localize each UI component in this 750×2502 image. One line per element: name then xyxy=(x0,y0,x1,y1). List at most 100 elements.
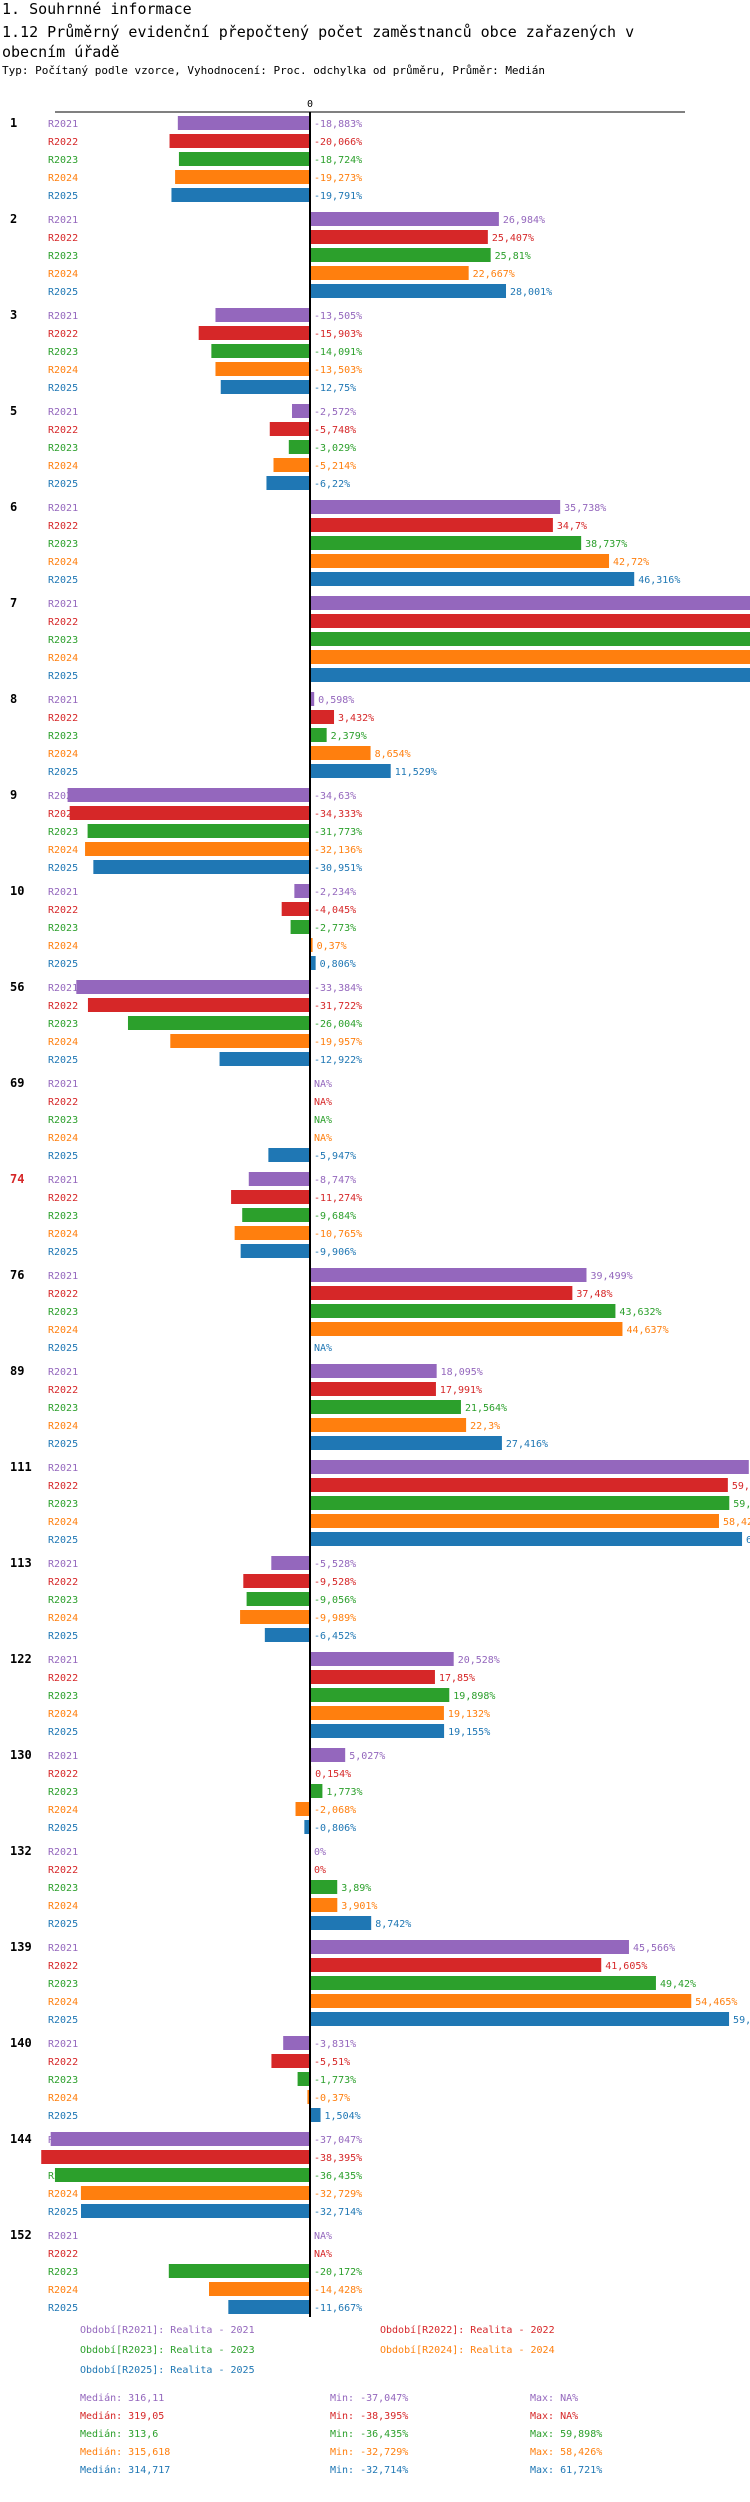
data-label: 0,154% xyxy=(315,1769,351,1780)
series-label: R2024 xyxy=(48,1517,78,1528)
bar xyxy=(310,1688,450,1702)
series-label: R2024 xyxy=(48,1037,78,1048)
data-label: -14,428% xyxy=(314,2285,362,2296)
data-label: 26,984% xyxy=(503,215,545,226)
group-label: 7 xyxy=(10,596,17,610)
bar xyxy=(310,1514,719,1528)
data-label: -37,047% xyxy=(314,2135,362,2146)
series-label: R2025 xyxy=(48,479,78,490)
bar xyxy=(310,1652,454,1666)
stat-max: Max: 59,898% xyxy=(530,2429,602,2440)
group-label: 8 xyxy=(10,692,17,706)
bar xyxy=(310,1268,587,1282)
data-label: -14,091% xyxy=(314,347,362,358)
bar xyxy=(310,1304,616,1318)
group-label: 76 xyxy=(10,1268,24,1282)
stat-min: Min: -37,047% xyxy=(330,2393,408,2404)
series-label: R2025 xyxy=(48,1055,78,1066)
series-label: R2025 xyxy=(48,1439,78,1450)
data-label: 41,605% xyxy=(605,1961,647,1972)
bar xyxy=(54,2168,310,2182)
data-label: 5,027% xyxy=(349,1751,385,1762)
series-label: R2023 xyxy=(48,1595,78,1606)
series-label: R2025 xyxy=(48,863,78,874)
data-label: 25,407% xyxy=(492,233,534,244)
data-label: 39,499% xyxy=(590,1271,632,1282)
stat-median: Medián: 314,717 xyxy=(80,2464,170,2476)
series-label: R2024 xyxy=(48,365,78,376)
bar xyxy=(310,554,610,568)
data-label: 34,7% xyxy=(557,521,587,532)
chart-subtitle: Typ: Počítaný podle vzorce, Vyhodnocení:… xyxy=(2,64,546,77)
bar xyxy=(170,1034,310,1048)
series-label: R2024 xyxy=(48,557,78,568)
bar xyxy=(310,668,750,682)
bar xyxy=(175,170,310,184)
bar xyxy=(168,2264,310,2278)
bar xyxy=(87,824,311,838)
series-label: R2023 xyxy=(48,539,78,550)
series-label: R2023 xyxy=(48,1883,78,1894)
legend-entry: Období[R2023]: Realita - 2023 xyxy=(80,2344,255,2356)
series-label: R2023 xyxy=(48,1019,78,1030)
legend-entry: Období[R2022]: Realita - 2022 xyxy=(380,2324,555,2336)
data-label: -11,667% xyxy=(314,2303,362,2314)
group-label: 122 xyxy=(10,1652,32,1666)
data-label: -34,63% xyxy=(314,791,356,802)
series-label: R2023 xyxy=(48,1115,78,1126)
bar xyxy=(310,1460,749,1474)
bar xyxy=(85,842,310,856)
bar xyxy=(310,536,582,550)
series-label: R2024 xyxy=(48,173,78,184)
bar xyxy=(310,1436,502,1450)
series-label: R2024 xyxy=(48,1805,78,1816)
data-label: -12,922% xyxy=(314,1055,362,1066)
bar xyxy=(310,1784,323,1798)
bar xyxy=(127,1016,310,1030)
series-label: R2023 xyxy=(48,827,78,838)
series-label: R2021 xyxy=(48,119,78,130)
series-label: R2023 xyxy=(48,443,78,454)
data-label: -20,066% xyxy=(314,137,362,148)
bar xyxy=(69,806,310,820)
series-label: R2022 xyxy=(48,1481,78,1492)
data-label: -26,004% xyxy=(314,1019,362,1030)
data-label: NA% xyxy=(314,1115,332,1126)
group-label: 144 xyxy=(10,2132,32,2146)
bar xyxy=(220,380,310,394)
bar xyxy=(273,458,310,472)
bar xyxy=(297,2072,310,2086)
section-title: 1. Souhrnné informace xyxy=(2,0,192,18)
series-label: R2023 xyxy=(48,347,78,358)
bar xyxy=(80,2186,310,2200)
series-label: R2023 xyxy=(48,1499,78,1510)
data-label: 2,379% xyxy=(331,731,367,742)
bar xyxy=(310,1382,436,1396)
series-label: R2021 xyxy=(48,1655,78,1666)
chart-title: 1.12 Průměrný evidenční přepočtený počet… xyxy=(2,23,635,61)
series-label: R2024 xyxy=(48,1709,78,1720)
data-label: 38,737% xyxy=(585,539,627,550)
series-label: R2025 xyxy=(48,2111,78,2122)
series-label: R2021 xyxy=(48,1751,78,1762)
series-label: R2021 xyxy=(48,407,78,418)
bar xyxy=(67,788,310,802)
series-label: R2023 xyxy=(48,1979,78,1990)
stat-min: Min: -36,435% xyxy=(330,2429,408,2440)
bar xyxy=(310,1880,338,1894)
bar xyxy=(310,632,750,646)
bar xyxy=(310,212,499,226)
bar xyxy=(310,596,750,610)
data-label: -6,22% xyxy=(314,479,350,490)
data-label: 19,898% xyxy=(453,1691,495,1702)
bar xyxy=(310,572,635,586)
series-label: R2021 xyxy=(48,1367,78,1378)
series-label: R2021 xyxy=(48,695,78,706)
bar xyxy=(310,1322,623,1336)
data-label: 19,132% xyxy=(448,1709,490,1720)
stat-max: Max: NA% xyxy=(530,2393,578,2404)
series-label: R2023 xyxy=(48,2267,78,2278)
stat-min: Min: -32,714% xyxy=(330,2465,408,2476)
data-label: -0,37% xyxy=(314,2093,350,2104)
series-label: R2023 xyxy=(48,731,78,742)
